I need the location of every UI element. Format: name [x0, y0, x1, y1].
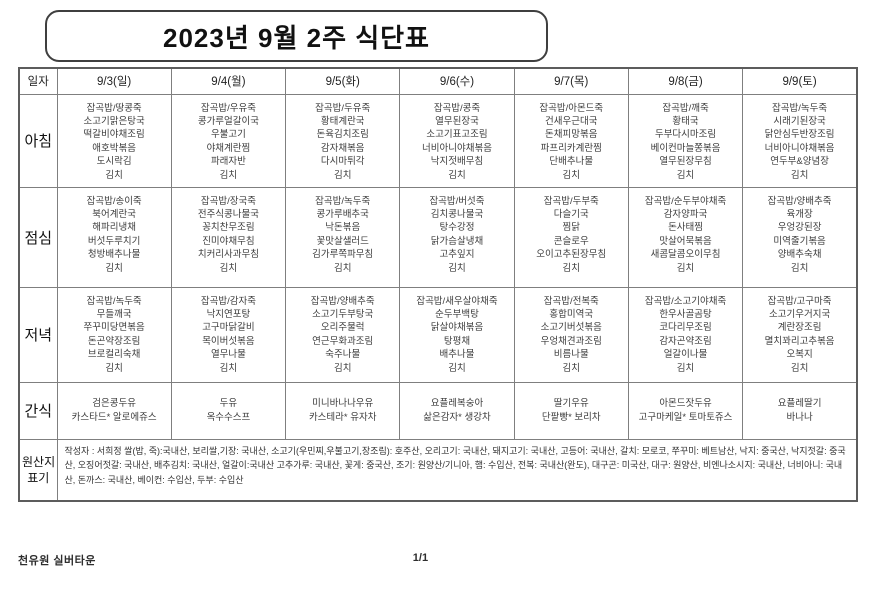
dinner-cell-thu: 잡곡밥/전복죽 홍합미역국 소고기버섯볶음 우엉채견과조림 비름나물 김치	[513, 286, 629, 383]
dinner-cell-wed: 잡곡밥/새우살야채죽 순두부백탕 닭살야채볶음 탕평채 배추나물 김치	[399, 286, 515, 383]
lunch-cell-fri: 잡곡밥/순두부야채죽 감자양파국 돈사태찜 맛살어묵볶음 새콤달콤오이무침 김치	[627, 186, 744, 288]
breakfast-cell-tue: 잡곡밥/두유죽 황태계란국 돈육김치조림 감자채볶음 다시마튀각 김치	[285, 93, 401, 188]
breakfast-cell-wed: 잡곡밥/콩죽 열무된장국 소고기표고조림 너비아니야채볶음 낙지젓배무침 김치	[399, 93, 515, 188]
breakfast-cell-mon: 잡곡밥/우유죽 콩가루얼갈이국 우불고기 야채계란찜 파래자반 김치	[170, 93, 287, 188]
dinner-cell-sun: 잡곡밥/녹두죽 무들깨국 쭈꾸미당면볶음 돈곤약장조림 브로컬리숙채 김치	[56, 286, 172, 383]
snack-cell-sat: 요플레딸기 바나나	[742, 381, 858, 440]
row-label-lunch: 점심	[18, 186, 58, 288]
breakfast-cell-thu: 잡곡밥/아몬드죽 건새우근대국 돈채피망볶음 파프리카계란찜 단배추나물 김치	[513, 93, 629, 188]
lunch-cell-mon: 잡곡밥/장국죽 전주식콩나물국 꽁치찬무조림 진미야채무침 치커리사과무침 김치	[170, 186, 287, 288]
date-header-mon: 9/4(월)	[170, 67, 287, 95]
dinner-cell-sat: 잡곡밥/고구마죽 소고기우거지국 계란장조림 멸치꽈리고추볶음 오복지 김치	[742, 286, 858, 383]
row-label-breakfast: 아침	[18, 93, 58, 188]
date-header-row: 일자 9/3(일) 9/4(월) 9/5(화) 9/6(수) 9/7(목) 9/…	[18, 67, 858, 95]
dinner-row: 저녁 잡곡밥/녹두죽 무들깨국 쭈꾸미당면볶음 돈곤약장조림 브로컬리숙채 김치…	[18, 286, 858, 383]
breakfast-cell-sat: 잡곡밥/녹두죽 시래기된장국 닭안심두반장조림 너비아니야채볶음 연두부&양념장…	[742, 93, 858, 188]
dinner-cell-mon: 잡곡밥/감자죽 낙지연포탕 고구마닭갈비 목이버섯볶음 열무나물 김치	[170, 286, 287, 383]
date-header-sun: 9/3(일)	[56, 67, 172, 95]
row-label-snack: 간식	[18, 381, 58, 440]
dinner-cell-tue: 잡곡밥/양배추죽 소고기두부탕국 오리주물럭 연근무화과조림 숙주나물 김치	[285, 286, 401, 383]
breakfast-cell-fri: 잡곡밥/깨죽 황태국 두부다시마조림 베이컨마늘쫑볶음 열무된장무침 김치	[627, 93, 744, 188]
page-footer: 천유원 실버타운 1/1	[18, 552, 858, 568]
lunch-row: 점심 잡곡밥/송이죽 북어계란국 해파리냉채 버섯두루치기 청방배추나물 김치 …	[18, 186, 858, 288]
lunch-cell-thu: 잡곡밥/두부죽 다슬기국 찜닭 콘슬로우 오이고추된장무침 김치	[513, 186, 629, 288]
date-header-thu: 9/7(목)	[513, 67, 629, 95]
snack-cell-wed: 요플레복숭아 삶은감자* 생강차	[399, 381, 515, 440]
snack-cell-mon: 두유 옥수수스프	[170, 381, 287, 440]
lunch-cell-sun: 잡곡밥/송이죽 북어계란국 해파리냉채 버섯두루치기 청방배추나물 김치	[56, 186, 172, 288]
breakfast-cell-sun: 잡곡밥/땅콩죽 소고기맑은탕국 떡갈비야채조림 애호박볶음 도시락김 김치	[56, 93, 172, 188]
page-title: 2023년 9월 2주 식단표	[45, 10, 548, 62]
date-header-sat: 9/9(토)	[742, 67, 858, 95]
weekly-menu-table: 일자 9/3(일) 9/4(월) 9/5(화) 9/6(수) 9/7(목) 9/…	[18, 67, 858, 502]
row-label-dinner: 저녁	[18, 286, 58, 383]
snack-cell-sun: 검은콩두유 카스타드* 알로에쥬스	[56, 381, 172, 440]
date-header-fri: 9/8(금)	[627, 67, 744, 95]
date-header-tue: 9/5(화)	[285, 67, 401, 95]
row-label-origin: 원산지 표기	[18, 438, 58, 502]
page-number: 1/1	[412, 552, 429, 564]
breakfast-row: 아침 잡곡밥/땅콩죽 소고기맑은탕국 떡갈비야채조림 애호박볶음 도시락김 김치…	[18, 93, 858, 188]
lunch-cell-wed: 잡곡밥/버섯죽 김치콩나물국 탕수강정 닭가슴살냉채 고추잎지 김치	[399, 186, 515, 288]
dinner-cell-fri: 잡곡밥/소고기야채죽 한우사골곰탕 코다리무조림 감자곤약조림 얼갈이나물 김치	[627, 286, 744, 383]
snack-cell-thu: 딸기우유 단팥빵* 보리차	[513, 381, 629, 440]
snack-cell-fri: 아몬드잣두유 고구마케일* 토마토쥬스	[627, 381, 744, 440]
date-header-wed: 9/6(수)	[399, 67, 515, 95]
page-title-text: 2023년 9월 2주 식단표	[163, 22, 430, 53]
snack-row: 간식 검은콩두유 카스타드* 알로에쥬스 두유 옥수수스프 미니바나나우유 카스…	[18, 381, 858, 440]
date-column-label: 일자	[18, 67, 58, 95]
lunch-cell-tue: 잡곡밥/녹두죽 콩가루배추국 낙돈볶음 꽃맛살샐러드 김가루쪽파무침 김치	[285, 186, 401, 288]
facility-name: 천유원 실버타운	[18, 555, 96, 567]
lunch-cell-sat: 잡곡밥/양배추죽 육개장 우엉강된장 미역줄기볶음 양배추숙채 김치	[742, 186, 858, 288]
origin-row: 원산지 표기 작성자 : 서희정 쌀(밥, 죽):국내산, 보리쌀,기장: 국내…	[18, 438, 858, 502]
snack-cell-tue: 미니바나나우유 카스테라* 유자차	[285, 381, 401, 440]
origin-text: 작성자 : 서희정 쌀(밥, 죽):국내산, 보리쌀,기장: 국내산, 소고기(…	[56, 438, 858, 502]
